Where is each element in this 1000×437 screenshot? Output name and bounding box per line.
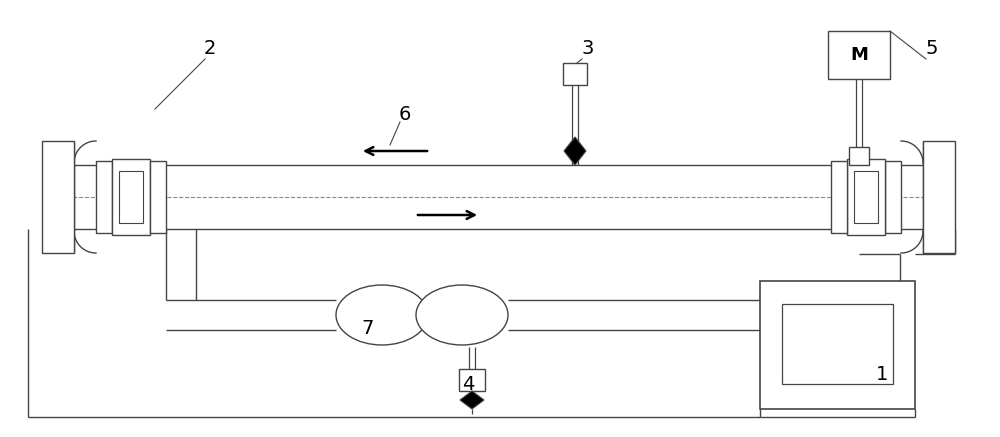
Text: 6: 6 <box>399 105 411 125</box>
Bar <box>854 171 878 223</box>
Bar <box>119 171 143 223</box>
Bar <box>828 31 890 79</box>
Bar <box>96 161 112 233</box>
Text: 4: 4 <box>462 375 474 395</box>
Bar <box>923 141 955 253</box>
Text: 1: 1 <box>876 365 888 385</box>
Bar <box>782 304 893 384</box>
Bar <box>849 147 869 165</box>
Ellipse shape <box>416 285 508 345</box>
Bar <box>847 159 885 235</box>
Polygon shape <box>460 391 484 409</box>
Text: 5: 5 <box>926 39 938 59</box>
Text: M: M <box>850 46 868 64</box>
Bar <box>563 63 587 85</box>
Bar <box>112 159 150 235</box>
Text: 3: 3 <box>582 39 594 59</box>
Bar <box>760 281 915 409</box>
Bar <box>831 161 847 233</box>
Bar <box>42 141 74 253</box>
Text: 7: 7 <box>362 319 374 339</box>
Bar <box>459 369 485 391</box>
Bar <box>885 161 901 233</box>
Ellipse shape <box>336 285 428 345</box>
Polygon shape <box>564 137 586 165</box>
Text: 2: 2 <box>204 39 216 59</box>
Bar <box>150 161 166 233</box>
